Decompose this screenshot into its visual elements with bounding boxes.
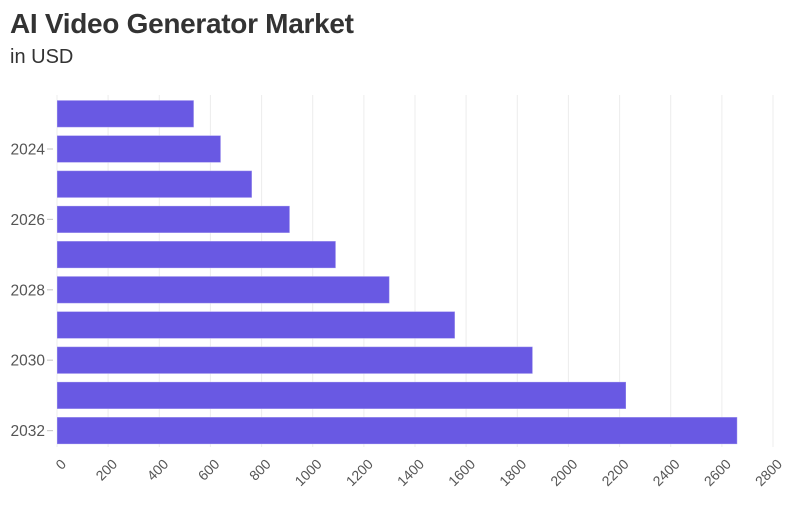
bar-2032 [56, 416, 738, 445]
y-tick-label-2024: 2024 [11, 142, 46, 159]
bar-2030 [56, 346, 534, 375]
x-tick-label-1800: 1800 [496, 456, 529, 489]
y-tick-label-2028: 2028 [11, 282, 45, 299]
bar-2024 [56, 135, 222, 163]
x-tick-label-1600: 1600 [445, 456, 478, 489]
bar-2028 [56, 275, 390, 304]
y-tick-label-2030: 2030 [11, 353, 46, 370]
x-tick-label-200: 200 [92, 456, 120, 484]
x-tick-label-2200: 2200 [598, 456, 631, 489]
x-tick-label-2800: 2800 [752, 456, 785, 489]
bar-2029 [56, 311, 456, 339]
x-tick-label-1000: 1000 [291, 456, 324, 489]
bar-2031 [56, 381, 627, 410]
bar-2027 [56, 240, 337, 269]
x-tick-label-800: 800 [246, 456, 274, 484]
x-tick-label-2000: 2000 [547, 456, 580, 489]
x-tick-label-2600: 2600 [701, 456, 734, 489]
x-tick-label-2400: 2400 [649, 456, 682, 489]
x-tick-label-600: 600 [195, 456, 223, 484]
x-tick-label-1200: 1200 [343, 456, 376, 489]
x-tick-label-1400: 1400 [394, 456, 427, 489]
y-tick-label-2032: 2032 [11, 423, 45, 440]
x-tick-label-0: 0 [52, 456, 69, 473]
bar-2026 [56, 205, 291, 234]
x-tick-label-400: 400 [144, 456, 172, 484]
bar-2025 [56, 170, 253, 199]
y-tick-label-2026: 2026 [11, 212, 45, 229]
bar-2023 [56, 99, 195, 128]
chart-subtitle: in USD [10, 46, 74, 68]
chart-title: AI Video Generator Market [10, 8, 354, 39]
